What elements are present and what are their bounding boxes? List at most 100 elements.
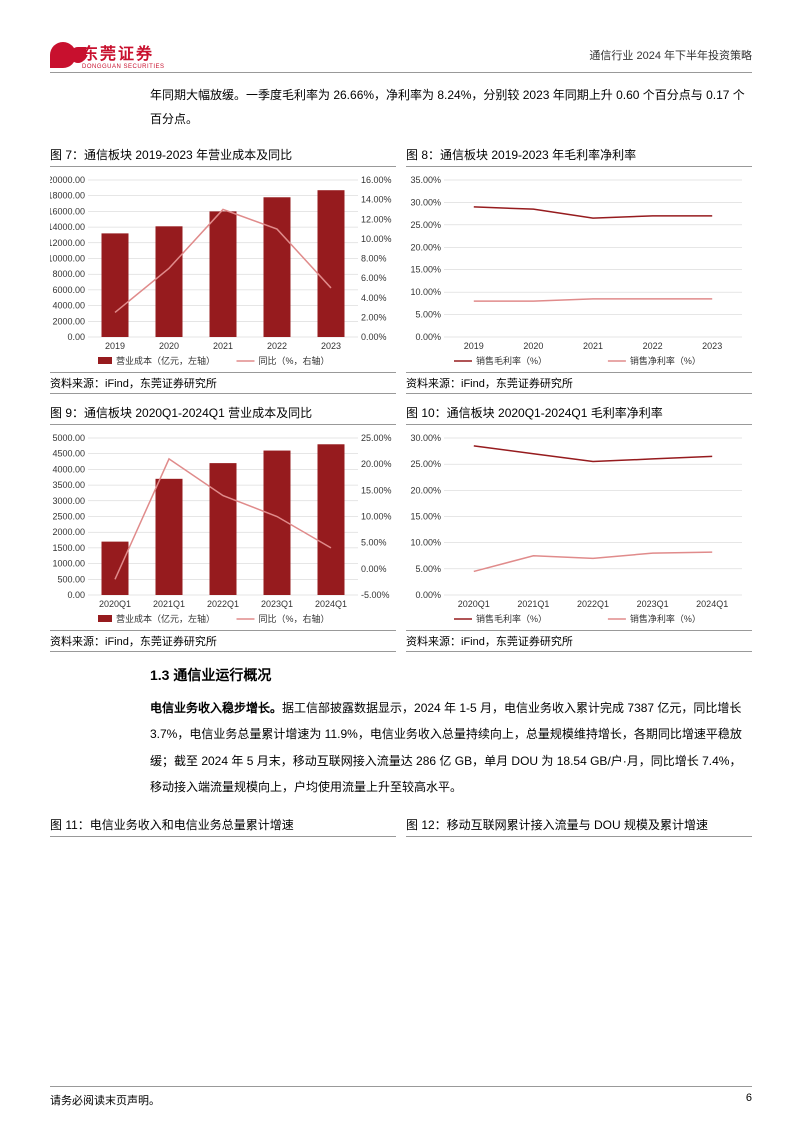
svg-text:1000.00: 1000.00: [52, 559, 85, 569]
svg-text:12000.00: 12000.00: [50, 238, 85, 248]
svg-text:2021: 2021: [583, 341, 603, 351]
svg-text:2500.00: 2500.00: [52, 512, 85, 522]
svg-text:8.00%: 8.00%: [361, 254, 387, 264]
logo: 东莞证券 DONGGUAN SECURITIES: [50, 40, 165, 70]
svg-text:同比（%，右轴）: 同比（%，右轴）: [259, 613, 330, 624]
chart8: 0.00% 5.00% 10.00% 15.00% 20.00% 25.00% 30.00%…: [406, 172, 752, 372]
svg-text:2023Q1: 2023Q1: [261, 599, 293, 609]
svg-text:0.00%: 0.00%: [415, 590, 441, 600]
svg-text:16000.00: 16000.00: [50, 206, 85, 216]
chart10-source: 资料来源：iFind，东莞证券研究所: [406, 630, 752, 652]
charts-row-2: 图 9：通信板块 2020Q1-2024Q1 营业成本及同比 0.00 500.0…: [50, 404, 752, 657]
svg-text:6000.00: 6000.00: [52, 285, 85, 295]
svg-text:16.00%: 16.00%: [361, 175, 392, 185]
body-paragraph: 电信业务收入稳步增长。据工信部披露数据显示，2024 年 1-5 月，电信业务收…: [150, 695, 752, 801]
section-1-3-heading: 1.3 通信业运行概况: [150, 665, 752, 685]
chart9-title: 图 9：通信板块 2020Q1-2024Q1 营业成本及同比: [50, 404, 396, 425]
svg-text:销售毛利率（%）: 销售毛利率（%）: [476, 613, 547, 624]
svg-text:0.00%: 0.00%: [361, 564, 387, 574]
svg-text:3500.00: 3500.00: [52, 480, 85, 490]
svg-text:6.00%: 6.00%: [361, 273, 387, 283]
svg-text:2023: 2023: [321, 341, 341, 351]
chart7-title: 图 7：通信板块 2019-2023 年营业成本及同比: [50, 146, 396, 167]
svg-text:0.00%: 0.00%: [361, 332, 387, 342]
charts-row-1: 图 7：通信板块 2019-2023 年营业成本及同比 0.00 2000.00 4…: [50, 146, 752, 399]
svg-text:25.00%: 25.00%: [410, 459, 441, 469]
body-bold: 电信业务收入稳步增长。: [150, 701, 282, 715]
svg-text:10.00%: 10.00%: [361, 234, 392, 244]
svg-text:销售毛利率（%）: 销售毛利率（%）: [476, 355, 547, 366]
svg-text:2020: 2020: [523, 341, 543, 351]
svg-text:5.00%: 5.00%: [361, 538, 387, 548]
svg-text:4000.00: 4000.00: [52, 301, 85, 311]
svg-text:2020: 2020: [159, 341, 179, 351]
svg-text:15.00%: 15.00%: [410, 265, 441, 275]
svg-text:2000.00: 2000.00: [52, 316, 85, 326]
chart7: 0.002000.004000.006000.008000.0010000.00…: [50, 172, 396, 372]
chart7-source: 资料来源：iFind，东莞证券研究所: [50, 372, 396, 394]
svg-text:3000.00: 3000.00: [52, 496, 85, 506]
svg-text:25.00%: 25.00%: [361, 433, 392, 443]
svg-text:15.00%: 15.00%: [361, 485, 392, 495]
svg-text:2020Q1: 2020Q1: [458, 599, 490, 609]
svg-text:10000.00: 10000.00: [50, 254, 85, 264]
svg-text:0.00%: 0.00%: [415, 332, 441, 342]
svg-text:500.00: 500.00: [57, 574, 85, 584]
svg-text:2020Q1: 2020Q1: [99, 599, 131, 609]
svg-text:2021Q1: 2021Q1: [153, 599, 185, 609]
svg-text:2023: 2023: [702, 341, 722, 351]
chart9: 0.00500.001000.001500.002000.002500.0030…: [50, 430, 396, 630]
svg-text:销售净利率（%）: 销售净利率（%）: [630, 355, 701, 366]
svg-text:25.00%: 25.00%: [410, 220, 441, 230]
intro-paragraph: 年同期大幅放缓。一季度毛利率为 26.66%，净利率为 8.24%，分别较 20…: [150, 83, 752, 131]
svg-text:10.00%: 10.00%: [410, 287, 441, 297]
svg-text:营业成本（亿元，左轴）: 营业成本（亿元，左轴）: [116, 613, 215, 624]
svg-text:2019: 2019: [464, 341, 484, 351]
svg-text:4.00%: 4.00%: [361, 293, 387, 303]
svg-text:35.00%: 35.00%: [410, 175, 441, 185]
svg-text:15.00%: 15.00%: [410, 512, 441, 522]
footer-left: 请务必阅读末页声明。: [50, 1092, 160, 1108]
svg-text:4000.00: 4000.00: [52, 464, 85, 474]
svg-text:2023Q1: 2023Q1: [637, 599, 669, 609]
page-footer: 请务必阅读末页声明。 6: [50, 1086, 752, 1108]
svg-text:2019: 2019: [105, 341, 125, 351]
chart9-source: 资料来源：iFind，东莞证券研究所: [50, 630, 396, 652]
svg-text:2024Q1: 2024Q1: [315, 599, 347, 609]
header-title: 通信行业 2024 年下半年投资策略: [589, 47, 752, 63]
svg-text:2021Q1: 2021Q1: [517, 599, 549, 609]
chart10-title: 图 10：通信板块 2020Q1-2024Q1 毛利率净利率: [406, 404, 752, 425]
chart8-source: 资料来源：iFind，东莞证券研究所: [406, 372, 752, 394]
svg-text:1500.00: 1500.00: [52, 543, 85, 553]
svg-text:2022Q1: 2022Q1: [577, 599, 609, 609]
svg-text:20.00%: 20.00%: [410, 242, 441, 252]
svg-text:5000.00: 5000.00: [52, 433, 85, 443]
logo-subtitle: DONGGUAN SECURITIES: [82, 64, 165, 70]
svg-text:0.00: 0.00: [67, 332, 85, 342]
svg-text:2022: 2022: [267, 341, 287, 351]
svg-text:20000.00: 20000.00: [50, 175, 85, 185]
svg-text:2022Q1: 2022Q1: [207, 599, 239, 609]
svg-text:10.00%: 10.00%: [410, 538, 441, 548]
svg-text:5.00%: 5.00%: [415, 310, 441, 320]
svg-text:2021: 2021: [213, 341, 233, 351]
svg-text:18000.00: 18000.00: [50, 191, 85, 201]
svg-text:5.00%: 5.00%: [415, 564, 441, 574]
chart8-title: 图 8：通信板块 2019-2023 年毛利率净利率: [406, 146, 752, 167]
svg-text:30.00%: 30.00%: [410, 197, 441, 207]
svg-text:30.00%: 30.00%: [410, 433, 441, 443]
svg-text:2024Q1: 2024Q1: [696, 599, 728, 609]
chart12-title: 图 12：移动互联网累计接入流量与 DOU 规模及累计增速: [406, 816, 752, 837]
svg-text:10.00%: 10.00%: [361, 512, 392, 522]
svg-text:14.00%: 14.00%: [361, 195, 392, 205]
footer-page: 6: [746, 1092, 752, 1108]
svg-text:2022: 2022: [643, 341, 663, 351]
svg-text:20.00%: 20.00%: [361, 459, 392, 469]
svg-text:0.00: 0.00: [67, 590, 85, 600]
svg-text:4500.00: 4500.00: [52, 449, 85, 459]
svg-text:14000.00: 14000.00: [50, 222, 85, 232]
charts-row-3: 图 11：电信业务收入和电信业务总量累计增速 图 12：移动互联网累计接入流量与…: [50, 816, 752, 842]
svg-text:营业成本（亿元，左轴）: 营业成本（亿元，左轴）: [116, 355, 215, 366]
svg-text:-5.00%: -5.00%: [361, 590, 390, 600]
svg-text:12.00%: 12.00%: [361, 214, 392, 224]
